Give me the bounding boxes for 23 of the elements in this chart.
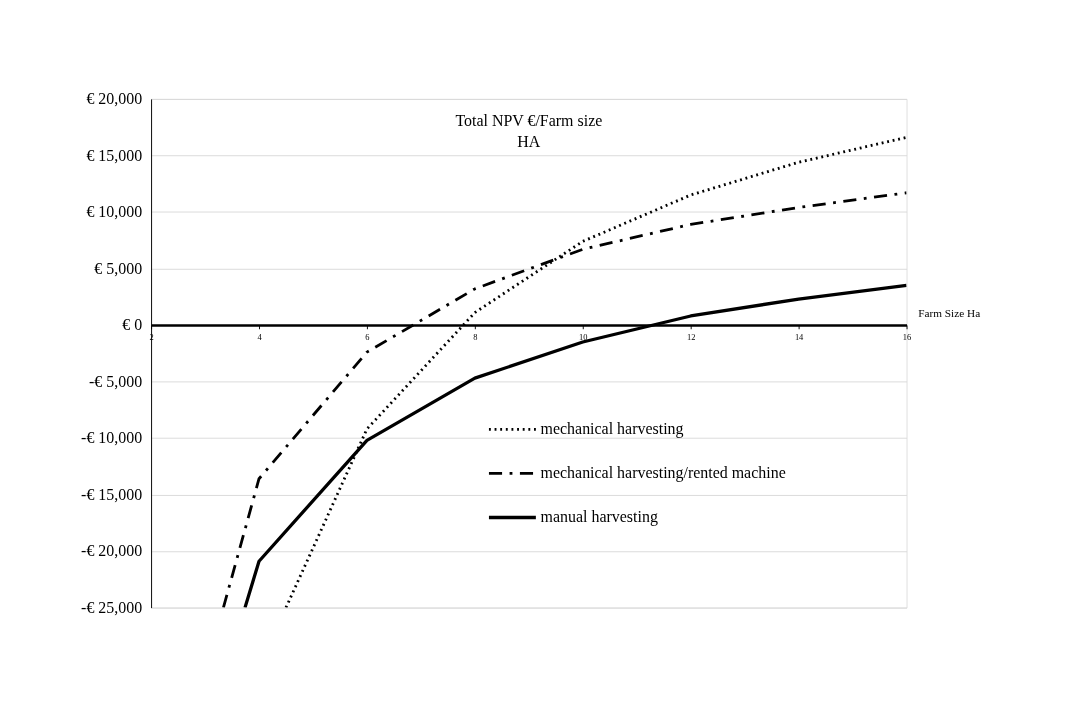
y-tick-label: -€ 25,000 xyxy=(81,598,143,616)
x-tick-label: 12 xyxy=(686,331,696,342)
legend-label: mechanical harvesting xyxy=(540,419,684,438)
y-tick-label: € 15,000 xyxy=(86,146,143,164)
y-tick-label: € 10,000 xyxy=(86,203,143,221)
x-axis-title: Farm Size Ha xyxy=(918,307,981,320)
y-tick-label: -€ 20,000 xyxy=(81,542,143,560)
y-tick-label: € 0 xyxy=(122,316,143,334)
x-tick-label: 6 xyxy=(365,331,370,342)
text: Total NPV €/Farm size HA xyxy=(455,112,603,150)
x-tick-label: 16 xyxy=(902,331,912,342)
y-tick-label: -€ 15,000 xyxy=(81,485,143,503)
y-tick-label: € 20,000 xyxy=(86,90,143,108)
x-tick-label: 2 xyxy=(149,331,154,342)
x-tick-label: 4 xyxy=(257,331,263,342)
y-tick-label: -€ 5,000 xyxy=(89,372,143,390)
y-tick-label: € 5,000 xyxy=(94,259,143,277)
x-tick-label: 8 xyxy=(473,331,478,342)
legend-label: manual harvesting xyxy=(540,508,658,527)
legend-label: mechanical harvesting/rented machine xyxy=(540,464,786,483)
x-tick-label: 14 xyxy=(794,331,805,342)
x-tick-label: 10 xyxy=(579,331,588,342)
y-tick-label: -€ 10,000 xyxy=(81,429,143,447)
